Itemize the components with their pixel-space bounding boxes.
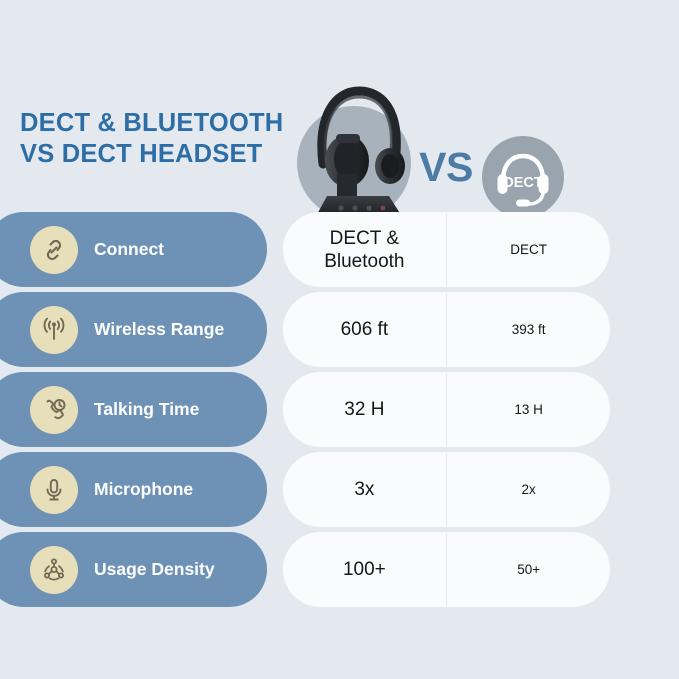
row-label-connect[interactable]: Connect <box>0 212 267 287</box>
row-label-talking-time[interactable]: Talking Time <box>0 372 267 447</box>
value-left: 100+ <box>342 559 386 580</box>
value-left: 3x <box>354 479 375 500</box>
row-label-text: Usage Density <box>94 559 215 579</box>
table-row: Usage Density 100+ 50+ <box>0 532 679 607</box>
value-right: 393 ft <box>511 322 546 337</box>
chain-link-icon <box>30 225 78 274</box>
wireless-signal-icon <box>30 305 78 354</box>
row-label-microphone[interactable]: Microphone <box>0 452 267 527</box>
column-divider <box>445 213 448 286</box>
usage-density-network-icon <box>30 545 78 594</box>
row-label-text: Connect <box>94 239 164 259</box>
vs-label: VS <box>419 144 473 190</box>
comparison-table: Connect DECT & Bluetooth DECT <box>0 212 679 612</box>
title-line-2: VS DECT HEADSET <box>20 140 263 168</box>
wireless-headset-with-charging-base-photo <box>315 86 405 220</box>
value-left: 606 ft <box>340 319 389 340</box>
row-values-usage-density: 100+ 50+ <box>283 532 610 607</box>
title-line-1: DECT & BLUETOOTH <box>20 109 284 137</box>
product-header: VS DECT <box>283 78 679 220</box>
row-label-usage-density[interactable]: Usage Density <box>0 532 267 607</box>
table-row: Microphone 3x 2x <box>0 452 679 527</box>
table-row: Talking Time 32 H 13 H <box>0 372 679 447</box>
value-left-text: DECT & Bluetooth <box>324 227 405 272</box>
table-row: Wireless Range 606 ft 393 ft <box>0 292 679 367</box>
value-left: DECT & Bluetooth <box>283 212 446 287</box>
table-row: Connect DECT & Bluetooth DECT <box>0 212 679 287</box>
value-right: 50+ <box>517 562 541 577</box>
column-divider <box>445 373 448 446</box>
column-divider <box>445 293 448 366</box>
row-values-connect: DECT & Bluetooth DECT <box>283 212 610 287</box>
row-label-text: Microphone <box>94 479 194 499</box>
value-right: 2x <box>521 482 536 497</box>
row-values-wireless-range: 606 ft 393 ft <box>283 292 610 367</box>
column-divider <box>445 453 448 526</box>
phone-clock-icon <box>30 385 78 434</box>
dect-badge-text: DECT <box>503 175 543 191</box>
dect-headset-outline-icon: DECT <box>497 153 549 207</box>
value-left: 32 H <box>344 399 385 420</box>
microphone-icon <box>30 465 78 514</box>
row-values-talking-time: 32 H 13 H <box>283 372 610 447</box>
page-title: DECT & BLUETOOTH VS DECT HEADSET <box>20 108 320 170</box>
row-values-microphone: 3x 2x <box>283 452 610 527</box>
row-label-text: Wireless Range <box>94 319 225 339</box>
value-right: DECT <box>510 242 548 257</box>
row-label-wireless-range[interactable]: Wireless Range <box>0 292 267 367</box>
value-right: 13 H <box>514 402 543 417</box>
column-divider <box>445 533 448 606</box>
row-label-text: Talking Time <box>94 399 200 419</box>
